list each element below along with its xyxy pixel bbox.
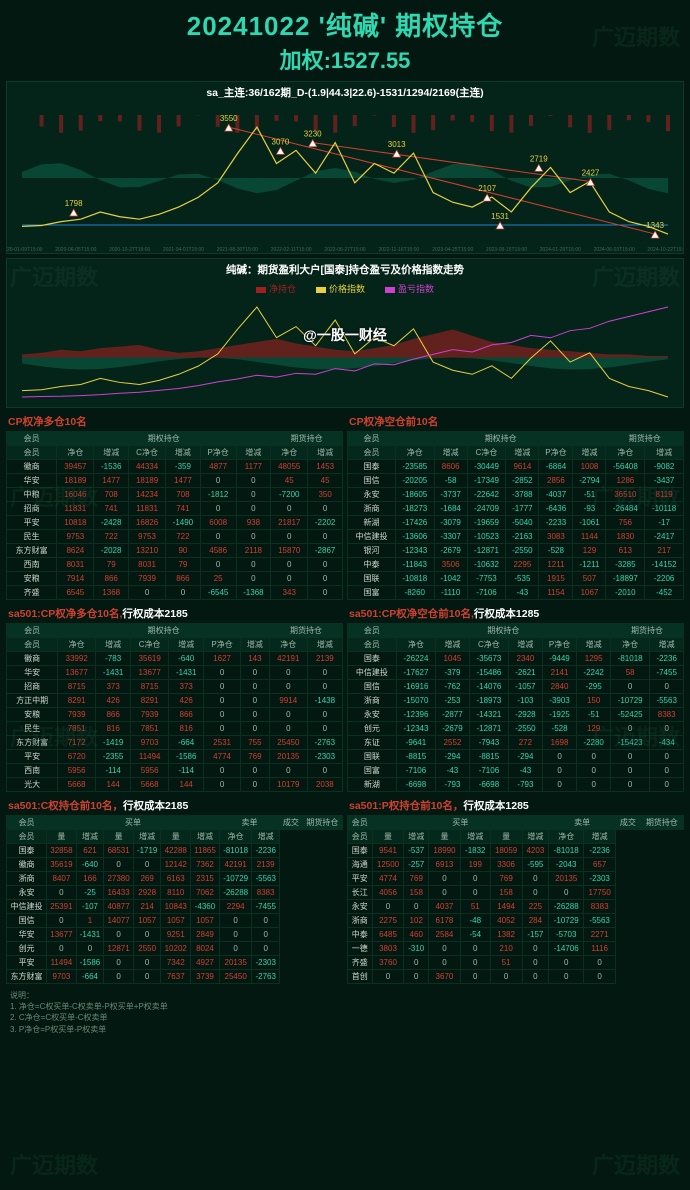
footnotes: 说明： 1. 净仓=C权买单-C权卖单-P权买单+P权卖单 2. C净仓=C权买…	[0, 984, 690, 1041]
svg-text:2022-06-27T15:00: 2022-06-27T15:00	[324, 247, 365, 253]
table-501-p: sa501:P权持仓前10名，行权成本1285 会员买单卖单成交期货持仓会员量增…	[347, 796, 684, 984]
table-long-top10: CP权净多仓10名 会员期权持仓期货持仓会员净仓增减C净仓增减P净仓增减净仓增减…	[6, 412, 343, 600]
svg-text:2024-10-22T15:00: 2024-10-22T15:00	[647, 247, 683, 253]
chart2-panel: 纯碱：期货盈利大户[国泰]持仓盈亏及价格指数走势 净持仓价格指数盈亏指数	[6, 258, 684, 408]
table-501-c: sa501:C权持仓前10名，行权成本2185 会员买单卖单成交期货持仓会员量增…	[6, 796, 343, 984]
table-title: CP权净空仓前10名	[347, 412, 684, 431]
chart2-caption: 纯碱：期货盈利大户[国泰]持仓盈亏及价格指数走势	[7, 259, 683, 280]
chart2-svg	[7, 297, 683, 407]
watermark: 广迈期数	[10, 1148, 98, 1180]
svg-text:2022-02-11T15:00: 2022-02-11T15:00	[271, 247, 312, 253]
page-subtitle: 加权:1527.55	[0, 43, 690, 75]
svg-text:2021-08-30T15:00: 2021-08-30T15:00	[217, 247, 258, 253]
title-white: 行权成本1285	[463, 800, 528, 812]
table-title: CP权净多仓10名	[6, 412, 343, 431]
page-title: 20241022 '纯碱' 期权持仓	[0, 6, 690, 43]
table-title: sa501:C权持仓前10名，行权成本2185	[6, 796, 343, 815]
title-red: sa501:C权持仓前10名，	[8, 800, 123, 812]
svg-text:3550: 3550	[220, 114, 238, 123]
svg-text:2020-01-09T15:00: 2020-01-09T15:00	[7, 247, 43, 253]
note-2: 2. C净仓=C权买单-C权卖单	[10, 1012, 680, 1023]
title-red: sa501:CP权净多仓10名,	[8, 608, 122, 620]
svg-text:3230: 3230	[304, 130, 322, 139]
table-title: sa501:CP权净空仓前10名,行权成本1285	[347, 604, 684, 623]
svg-text:3013: 3013	[388, 140, 406, 149]
svg-text:1343: 1343	[646, 221, 664, 230]
svg-text:2024-06-03T15:00: 2024-06-03T15:00	[594, 247, 635, 253]
chart1-panel: sa_主连:36/162期_D-(1.9|44.3|22.6)-1531/129…	[6, 81, 684, 254]
table-title: sa501:CP权净多仓10名,行权成本2185	[6, 604, 343, 623]
note-1: 1. 净仓=C权买单-C权卖单-P权买单+P权卖单	[10, 1001, 680, 1012]
watermark: 广迈期数	[592, 1148, 680, 1180]
table-title: sa501:P权持仓前10名，行权成本1285	[347, 796, 684, 815]
svg-text:2719: 2719	[530, 154, 548, 163]
svg-text:2023-04-25T15:00: 2023-04-25T15:00	[432, 247, 473, 253]
svg-text:2020-10-27T15:00: 2020-10-27T15:00	[109, 247, 150, 253]
svg-text:1531: 1531	[491, 212, 509, 221]
svg-text:2427: 2427	[582, 169, 600, 178]
title-red: sa501:CP权净空仓前10名,	[349, 608, 474, 620]
chart1-caption: sa_主连:36/162期_D-(1.9|44.3|22.6)-1531/129…	[7, 82, 683, 103]
title-white: 行权成本2185	[122, 608, 187, 620]
svg-text:2024-01-29T15:00: 2024-01-29T15:00	[540, 247, 581, 253]
chart2-legend: 净持仓价格指数盈亏指数	[7, 280, 683, 297]
note-line: 说明：	[10, 990, 680, 1001]
svg-text:2022-11-16T15:00: 2022-11-16T15:00	[378, 247, 419, 253]
svg-text:3070: 3070	[272, 137, 290, 146]
svg-text:2020-06-05T15:00: 2020-06-05T15:00	[55, 247, 96, 253]
header: 20241022 '纯碱' 期权持仓 加权:1527.55	[0, 0, 690, 77]
chart1-svg: 1798 3550 3070 3230 3013 2107 2719 2427 1531 1343…	[7, 103, 683, 253]
svg-text:2023-09-15T15:00: 2023-09-15T15:00	[486, 247, 527, 253]
title-white: 行权成本1285	[474, 608, 539, 620]
table-501-long: sa501:CP权净多仓10名,行权成本2185 会员期权持仓期货持仓会员净仓增…	[6, 604, 343, 792]
svg-text:1798: 1798	[65, 199, 83, 208]
svg-text:2021-04-01T15:00: 2021-04-01T15:00	[163, 247, 204, 253]
title-white: 行权成本2185	[123, 800, 188, 812]
note-3: 3. P净仓=P权买单-P权卖单	[10, 1024, 680, 1035]
table-short-top10: CP权净空仓前10名 会员期权持仓期货持仓会员净仓增减C净仓增减P净仓增减净仓增…	[347, 412, 684, 600]
table-501-short: sa501:CP权净空仓前10名,行权成本1285 会员期权持仓期货持仓会员净仓…	[347, 604, 684, 792]
title-red: sa501:P权持仓前10名，	[349, 800, 463, 812]
svg-text:2107: 2107	[478, 184, 496, 193]
